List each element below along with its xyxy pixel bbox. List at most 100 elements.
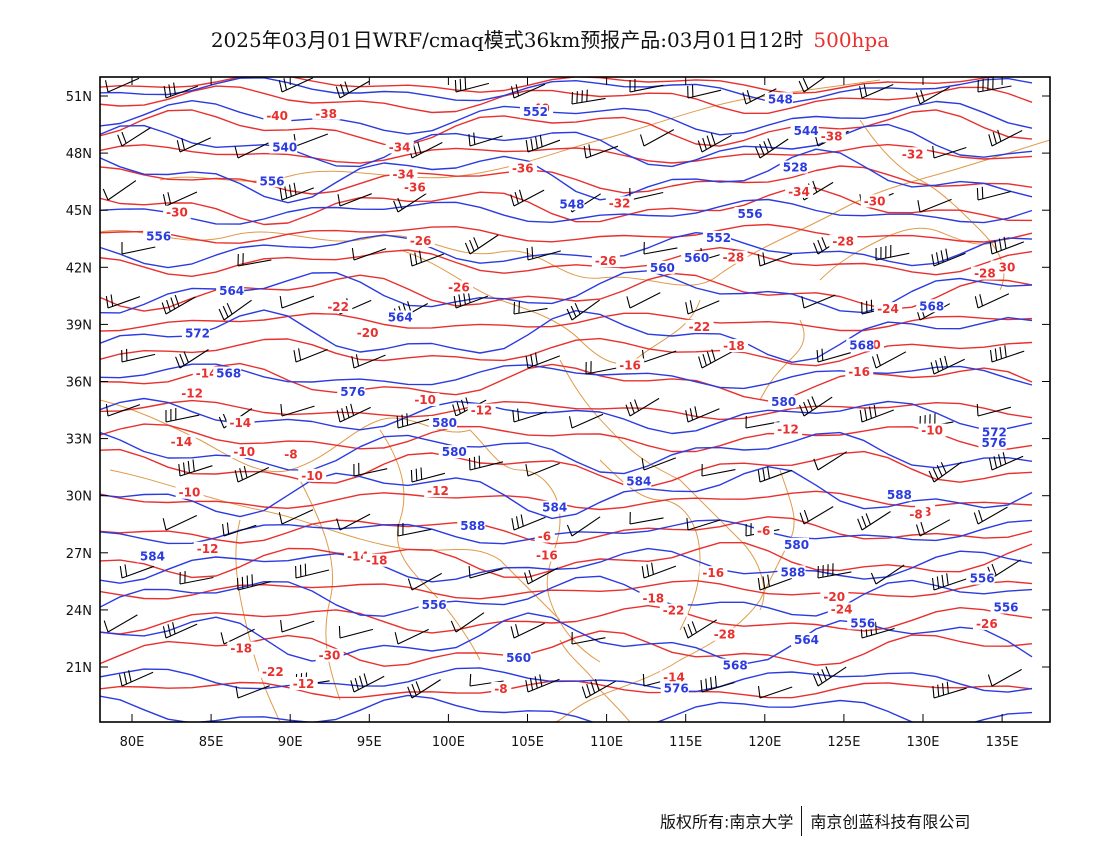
height-contour <box>100 232 1033 269</box>
wind-barb <box>817 563 852 579</box>
label-bg <box>213 366 242 380</box>
isotherm-label: -38 <box>821 129 843 143</box>
label-bg <box>883 488 912 502</box>
label-bg <box>269 140 298 154</box>
height-label: 544 <box>794 124 819 138</box>
wind-barb <box>860 621 895 639</box>
lon-label: 85E <box>199 735 224 750</box>
wind-barb <box>742 88 777 105</box>
label-bg <box>639 591 668 605</box>
wind-barb <box>571 631 606 645</box>
isotherm-line <box>100 423 1033 453</box>
wind-barb <box>798 77 826 93</box>
lon-label: 80E <box>120 735 145 750</box>
height-label: 576 <box>981 436 1006 450</box>
label-bg <box>384 310 413 324</box>
height-label: 556 <box>422 598 447 612</box>
isotherm-label: -8 <box>494 682 507 696</box>
label-bg <box>990 600 1019 614</box>
wind-barb <box>525 674 560 693</box>
wind-barb <box>162 622 198 639</box>
label-bg <box>353 325 382 339</box>
wind-barb <box>989 236 1024 255</box>
wind-barb <box>683 619 717 639</box>
height-label: 584 <box>140 549 165 563</box>
wind-barb <box>698 349 733 369</box>
height-label: 572 <box>982 425 1007 439</box>
isotherm-label: -18 <box>642 592 664 606</box>
lon-label: 100E <box>432 735 465 750</box>
label-bg <box>216 283 245 297</box>
lat-label: 45N <box>66 204 92 219</box>
isotherm-line <box>100 223 1033 244</box>
label-bg <box>971 266 1000 280</box>
border-line <box>109 469 561 621</box>
label-bg <box>768 395 797 409</box>
height-label: 548 <box>559 197 584 211</box>
label-bg <box>230 445 259 459</box>
wind-barb <box>468 132 503 147</box>
wind-barb <box>928 461 962 483</box>
wind-barb <box>931 573 967 591</box>
label-bg <box>605 196 634 210</box>
label-bg <box>178 386 207 400</box>
wind-barb <box>813 451 847 471</box>
chart-title: 2025年03月01日WRF/cmaq模式36km预报产品:03月01日12时 5… <box>0 24 1100 53</box>
title-main: 2025年03月01日WRF/cmaq模式36km预报产品:03月01日12时 <box>210 28 804 52</box>
isotherm-label: -10 <box>179 486 201 500</box>
border-line <box>299 479 341 701</box>
label-bg <box>660 681 689 695</box>
axis-ticks: 51N 48N 45N 42N 39N 36N 33N 30N 27N 24N 21N 80E 85E 9… <box>66 77 1050 750</box>
lon-label: 135E <box>986 735 1019 750</box>
label-bg <box>774 422 803 436</box>
wind-barb <box>121 348 156 363</box>
wind-barb <box>525 134 561 153</box>
wind-barb <box>524 567 559 585</box>
wind-barb <box>337 193 372 207</box>
isotherm-label: -16 <box>848 365 870 379</box>
wind-barb <box>513 301 548 315</box>
height-label: 568 <box>919 299 944 313</box>
label-bg <box>860 194 889 208</box>
height-label: 584 <box>626 474 651 488</box>
wind-barb <box>351 248 387 261</box>
wind-barb <box>510 622 545 639</box>
isotherm-label: -38 <box>315 107 337 121</box>
wind-barb <box>816 348 851 363</box>
label-bg <box>556 197 585 211</box>
wind-barb <box>336 513 371 531</box>
isotherm-label: -24 <box>877 302 899 316</box>
wind-barb <box>973 506 1008 525</box>
isotherm-label: -14 <box>196 367 218 381</box>
height-label: 556 <box>146 230 171 244</box>
wind-barb <box>915 86 950 105</box>
isotherm-line <box>100 165 1033 195</box>
wind-barb <box>407 572 442 591</box>
lat-label: 30N <box>66 490 92 505</box>
isotherm-label: -6 <box>757 524 770 538</box>
label-bg <box>428 415 457 429</box>
wind-barb <box>757 574 793 591</box>
wind-barb <box>235 685 270 699</box>
wind-barb <box>989 345 1025 363</box>
label-bg <box>193 541 222 555</box>
wind-barb <box>976 403 1012 417</box>
isotherm-label: -32 <box>902 147 924 161</box>
wind-barb <box>932 146 967 159</box>
label-bg <box>385 140 414 154</box>
isotherm-label: -22 <box>262 665 284 679</box>
label-bg <box>777 565 806 579</box>
wind-barb <box>526 246 561 261</box>
wind-barb <box>393 192 427 213</box>
wind-barb <box>859 83 894 99</box>
label-bg <box>539 500 568 514</box>
lon-label: 115E <box>669 735 702 750</box>
wind-barb <box>165 408 200 423</box>
wind-barb <box>801 294 836 309</box>
wind-barb <box>915 519 951 537</box>
label-bg <box>411 392 440 406</box>
height-contour <box>100 309 1033 363</box>
label-bg <box>710 627 739 641</box>
wind-barb <box>179 570 214 585</box>
